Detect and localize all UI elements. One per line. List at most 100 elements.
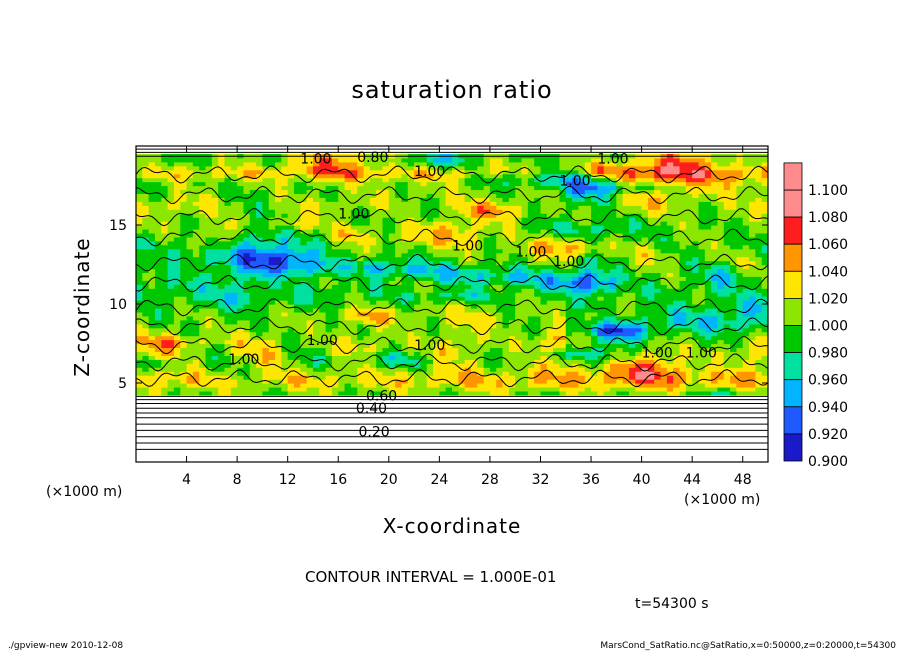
heatmap-cell <box>698 371 706 376</box>
heatmap-cell <box>502 264 510 270</box>
heatmap-cell <box>610 390 617 396</box>
heatmap-cell <box>167 304 175 309</box>
heatmap-cell <box>319 260 327 266</box>
heatmap-cell <box>508 256 516 262</box>
heatmap-cell <box>559 355 567 360</box>
heatmap-cell <box>262 359 270 364</box>
heatmap-cell <box>344 280 352 285</box>
heatmap-cell <box>458 351 466 356</box>
heatmap-cell <box>395 351 403 356</box>
heatmap-cell <box>521 359 529 364</box>
heatmap-cell <box>350 355 358 360</box>
heatmap-cell <box>237 343 245 349</box>
heatmap-cell <box>237 260 245 266</box>
heatmap-cell <box>281 359 289 364</box>
heatmap-cell <box>312 343 320 349</box>
heatmap-cell <box>464 205 472 210</box>
heatmap-cell <box>439 201 447 206</box>
heatmap-cell <box>489 292 497 297</box>
heatmap-cell <box>395 213 403 218</box>
heatmap-cell <box>395 347 403 352</box>
heatmap-cell <box>395 315 403 321</box>
heatmap-cell <box>546 367 554 372</box>
heatmap-cell <box>142 323 150 329</box>
heatmap-cell <box>142 339 150 345</box>
heatmap-cell <box>294 379 301 384</box>
heatmap-cell <box>433 343 440 349</box>
heatmap-cell <box>338 359 346 364</box>
heatmap-cell <box>218 379 226 384</box>
heatmap-cell <box>205 327 213 333</box>
heatmap-cell <box>597 363 605 368</box>
heatmap-cell <box>218 347 226 352</box>
heatmap-cell <box>572 347 579 352</box>
heatmap-cell <box>717 240 725 246</box>
heatmap-cell <box>218 371 226 376</box>
heatmap-cell <box>388 355 396 360</box>
heatmap-cell <box>395 359 403 364</box>
heatmap-cell <box>527 339 535 345</box>
heatmap-cell <box>559 197 567 202</box>
heatmap-cell <box>546 335 554 341</box>
heatmap-cell <box>205 307 213 313</box>
heatmap-cell <box>192 209 200 214</box>
heatmap-cell <box>407 201 415 206</box>
heatmap-cell <box>584 327 592 333</box>
heatmap-cell <box>211 209 219 214</box>
heatmap-cell <box>325 327 333 333</box>
heatmap-cell <box>230 375 238 380</box>
heatmap-cell <box>458 339 466 345</box>
heatmap-cell <box>199 390 207 396</box>
heatmap-cell <box>452 280 459 285</box>
heatmap-cell <box>515 386 523 392</box>
heatmap-cell <box>711 280 719 285</box>
heatmap-cell <box>654 375 662 380</box>
heatmap-cell <box>161 343 169 349</box>
heatmap-cell <box>698 390 706 396</box>
heatmap-cell <box>407 386 415 392</box>
heatmap-cell <box>641 379 649 384</box>
heatmap-cell <box>502 323 510 329</box>
heatmap-cell <box>730 228 737 234</box>
heatmap-cell <box>142 296 150 301</box>
heatmap-cell <box>477 244 485 250</box>
heatmap-cell <box>470 331 478 337</box>
heatmap-cell <box>363 272 371 277</box>
heatmap-cell <box>414 201 421 206</box>
heatmap-cell <box>268 288 276 293</box>
heatmap-cell <box>755 367 763 372</box>
heatmap-cell <box>515 248 523 254</box>
heatmap-cell <box>496 363 504 368</box>
heatmap-cell <box>673 268 681 273</box>
heatmap-cell <box>704 367 712 372</box>
heatmap-cell <box>521 284 529 289</box>
heatmap-cell <box>312 363 320 368</box>
heatmap-cell <box>730 217 737 222</box>
heatmap-cell <box>287 292 295 297</box>
heatmap-cell <box>199 359 207 364</box>
heatmap-cell <box>559 386 567 392</box>
heatmap-cell <box>407 363 415 368</box>
heatmap-cell <box>167 327 175 333</box>
heatmap-cell <box>572 343 579 349</box>
heatmap-cell <box>736 244 744 250</box>
heatmap-cell <box>749 335 756 341</box>
heatmap-cell <box>534 296 542 301</box>
heatmap-cell <box>420 288 428 293</box>
heatmap-cell <box>294 276 301 281</box>
heatmap-cell <box>540 209 548 214</box>
heatmap-cell <box>610 244 617 250</box>
heatmap-cell <box>224 319 232 325</box>
heatmap-cell <box>489 367 497 372</box>
heatmap-cell <box>445 272 453 277</box>
heatmap-cell <box>711 264 719 270</box>
heatmap-cell <box>660 339 668 345</box>
heatmap-cell <box>136 343 143 349</box>
heatmap-cell <box>679 355 687 360</box>
heatmap-cell <box>654 355 662 360</box>
heatmap-cell <box>647 351 655 356</box>
heatmap-cell <box>553 359 561 364</box>
heatmap-cell <box>692 307 700 313</box>
heatmap-cell <box>268 311 276 317</box>
heatmap-cell <box>452 264 459 270</box>
